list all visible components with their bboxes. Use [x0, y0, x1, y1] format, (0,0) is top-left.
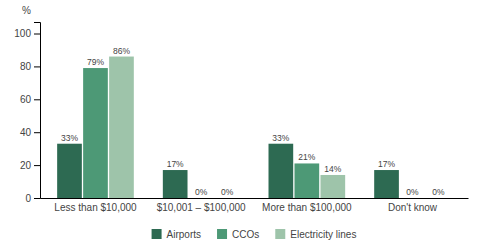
data-label: 17% — [378, 159, 395, 169]
legend-swatch — [217, 229, 227, 239]
y-tick-mark — [34, 132, 40, 133]
data-label: 86% — [113, 46, 130, 56]
y-tick: 0 — [25, 193, 40, 204]
bar — [426, 198, 451, 199]
legend-swatch — [152, 229, 162, 239]
y-axis: 0 20 40 60 80 100 — [14, 23, 40, 204]
y-axis-line — [34, 23, 41, 199]
data-label: 33% — [272, 133, 289, 143]
plot: 0 20 40 60 80 100 Less than $10,000 $10,001 – $… — [14, 23, 468, 214]
y-tick: 20 — [20, 160, 40, 171]
y-tick-label: 80 — [20, 61, 32, 72]
data-label: 0% — [432, 187, 445, 197]
y-tick-mark — [34, 198, 40, 199]
bar — [215, 198, 240, 199]
x-tick: $10,001 – $100,000 — [157, 198, 246, 213]
data-label: 0% — [406, 187, 419, 197]
data-label: 14% — [324, 164, 341, 174]
data-label: 0% — [221, 187, 234, 197]
x-tick-label: Don't know — [388, 202, 438, 213]
data-label: 21% — [298, 152, 315, 162]
legend-label: Electricity lines — [290, 229, 356, 240]
y-tick-label: 20 — [20, 160, 32, 171]
legend-item: Airports — [152, 229, 201, 240]
y-tick-label: 100 — [14, 28, 31, 39]
bar — [269, 144, 294, 198]
bar — [109, 57, 134, 198]
data-label: 17% — [167, 159, 184, 169]
bar — [400, 198, 425, 199]
y-tick-label: 60 — [20, 94, 32, 105]
data-label: 0% — [195, 187, 208, 197]
bar — [83, 68, 108, 198]
x-tick-label: Less than $10,000 — [54, 202, 137, 213]
bar — [294, 163, 319, 198]
legend-item: CCOs — [217, 229, 259, 240]
y-tick: 100 — [14, 28, 40, 39]
bar — [57, 144, 82, 198]
bar — [374, 170, 399, 198]
data-labels: 33% 17% 33% 17% 79% 0% 21% 0% 86% 0% 14% 0% — [61, 46, 445, 197]
bar — [320, 175, 345, 198]
bar — [163, 170, 188, 198]
y-tick-mark — [34, 99, 40, 100]
chart: 0 20 40 60 80 100 Less than $10,000 $10,001 – $… — [0, 0, 478, 250]
legend-swatch — [275, 229, 285, 239]
y-tick-mark — [34, 34, 40, 35]
legend-item: Electricity lines — [275, 229, 356, 240]
legend-label: Airports — [167, 229, 201, 240]
x-tick: Less than $10,000 — [54, 198, 137, 213]
y-tick-mark — [34, 165, 40, 166]
x-tick: Don't know — [388, 198, 438, 213]
y-tick: 40 — [20, 127, 40, 138]
x-tick: More than $100,000 — [262, 198, 352, 213]
x-axis: Less than $10,000 $10,001 – $100,000 More … — [41, 198, 469, 213]
y-tick: 60 — [20, 94, 40, 105]
bar — [189, 198, 214, 199]
data-label: 79% — [87, 57, 104, 67]
legend: Airports CCOs Electricity lines — [152, 229, 357, 240]
y-tick: 80 — [20, 61, 40, 72]
x-axis-line — [41, 198, 469, 199]
data-label: 33% — [61, 133, 78, 143]
y-tick-label: 0 — [25, 193, 31, 204]
x-tick-label: $10,001 – $100,000 — [157, 202, 246, 213]
x-tick-label: More than $100,000 — [262, 202, 352, 213]
y-axis-label: % — [22, 5, 31, 16]
bars — [57, 57, 399, 198]
y-tick-mark — [34, 66, 40, 67]
legend-label: CCOs — [232, 229, 259, 240]
y-tick-label: 40 — [20, 127, 32, 138]
